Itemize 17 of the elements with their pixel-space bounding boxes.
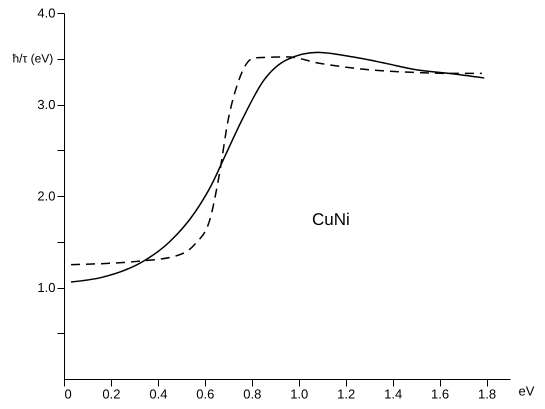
x-tick-label: 0 — [64, 386, 72, 402]
x-tick-label: 1.4 — [384, 386, 402, 402]
y-tick-label: 1.0 — [37, 280, 56, 295]
x-tick-label: 0.2 — [102, 386, 120, 402]
y-axis-title: ħ/τ (eV) — [12, 52, 54, 66]
y-tick-label: 4.0 — [37, 6, 56, 20]
x-tick-label: 0.6 — [196, 386, 214, 402]
y-tick-label: 3.0 — [37, 97, 56, 112]
x-tick-label: 1.6 — [431, 386, 450, 402]
y-tick-label: 2.0 — [37, 188, 56, 204]
x-tick-label: 0.4 — [149, 386, 168, 402]
x-tick-label: 1.2 — [337, 386, 356, 402]
x-tick-label: 0.8 — [243, 386, 262, 402]
annotation: CuNi — [312, 210, 350, 229]
x-axis-title: eV — [518, 384, 535, 398]
x-tick-label: 1.0 — [290, 386, 308, 402]
x-tick-label: 1.8 — [478, 386, 496, 402]
